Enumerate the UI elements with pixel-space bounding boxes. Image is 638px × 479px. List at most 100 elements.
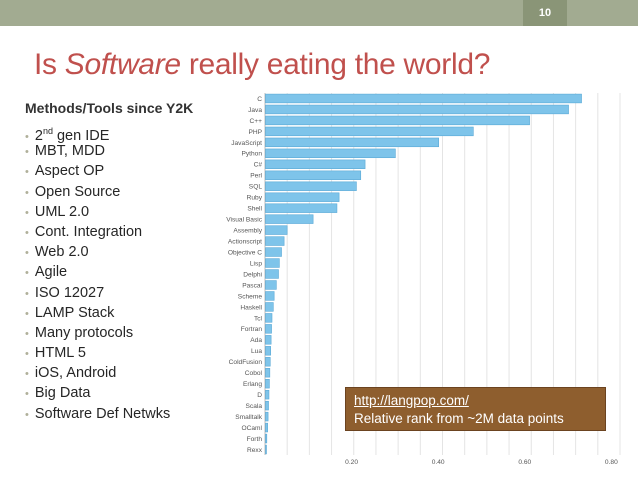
category-label: Shell [247, 206, 262, 213]
x-tick-label: 0.20 [345, 459, 358, 466]
category-label: Visual Basic [226, 217, 262, 224]
bullet-item: • Agile [25, 262, 170, 282]
category-label: Python [241, 151, 262, 158]
bar-ruby [265, 192, 340, 202]
x-tick-label: 0.40 [432, 459, 445, 466]
category-label: Delphi [243, 271, 262, 278]
bullet-dot-icon: • [25, 146, 29, 159]
bullet-text: Software Def Netwks [34, 405, 171, 422]
bar-erlang [265, 379, 270, 389]
bar-shell [265, 203, 338, 213]
bullet-item: • 2nd gen IDE [25, 121, 170, 144]
bullet-text: Aspect OP [34, 163, 105, 180]
bar-javascript [265, 137, 439, 148]
slide-number: 10 [523, 0, 567, 26]
bar-coldfusion [265, 357, 271, 367]
category-label: Haskell [240, 304, 262, 311]
bar-rexx [265, 444, 267, 455]
title-prefix: Is [34, 48, 65, 81]
bullet-item: • Cont. Integration [25, 222, 170, 242]
bar-cobol [265, 368, 271, 378]
bullet-text: HTML 5 [34, 345, 86, 362]
bullet-text: Open Source [34, 183, 121, 200]
bar-lua [265, 346, 271, 356]
bullet-item: • Open Source [25, 182, 170, 202]
bullet-item: • LAMP Stack [25, 303, 170, 323]
bullet-item: • Web 2.0 [25, 242, 170, 262]
bar-assembly [265, 225, 288, 235]
category-label: Assembly [233, 228, 262, 235]
bullet-dot-icon: • [25, 327, 29, 340]
title-suffix: really eating the world? [180, 48, 491, 81]
bar-d [265, 389, 270, 400]
title-emphasis: Software [64, 48, 181, 81]
bullet-text: Agile [34, 264, 68, 281]
category-label: Scala [246, 403, 263, 410]
category-label: ColdFusion [229, 359, 263, 366]
bullet-dot-icon: • [25, 166, 29, 179]
category-label: OCaml [241, 425, 262, 432]
bar-ocaml [265, 422, 268, 433]
bullet-dot-icon: • [25, 348, 29, 361]
bullet-item: • iOS, Android [25, 363, 170, 383]
category-label: SQL [249, 184, 263, 191]
bullet-dot-icon: • [25, 130, 29, 143]
bullet-dot-icon: • [25, 388, 29, 401]
category-label: Forth [247, 436, 263, 443]
slide-title: Is Software really eating the world? [34, 48, 490, 82]
category-label: C++ [250, 118, 263, 125]
bullet-item: • UML 2.0 [25, 202, 170, 222]
bar-java [265, 104, 569, 115]
bullet-dot-icon: • [25, 267, 29, 280]
category-label: PHP [248, 129, 262, 136]
x-tick-label: 0.60 [518, 459, 531, 466]
bullet-item: • HTML 5 [25, 343, 170, 363]
bar-visual-basic [265, 214, 314, 224]
bar-perl [265, 170, 362, 180]
x-tick-label: 0.80 [605, 459, 618, 466]
bullet-text: 2nd gen IDE [34, 126, 110, 144]
bullet-text: iOS, Android [34, 365, 117, 382]
bar-scheme [265, 291, 275, 301]
bar-tcl [265, 313, 273, 323]
bullet-text: UML 2.0 [34, 203, 90, 220]
category-label: Lua [251, 348, 262, 355]
category-label: D [257, 392, 262, 399]
bar-scala [265, 400, 269, 411]
bullet-item: • Many protocols [25, 323, 170, 343]
category-label: Ruby [247, 195, 263, 202]
bullet-text: Cont. Integration [34, 223, 143, 240]
bullet-dot-icon: • [25, 408, 29, 421]
category-label: Lisp [250, 260, 262, 267]
bullet-dot-icon: • [25, 186, 29, 199]
category-label: C# [254, 162, 263, 169]
bar-sql [265, 181, 357, 191]
bullet-dot-icon: • [25, 307, 29, 320]
bullet-text: MBT, MDD [34, 143, 105, 160]
category-label: JavaScript [231, 140, 262, 147]
bar-forth [265, 433, 268, 444]
category-label: C [257, 96, 262, 103]
bar-objective-c [265, 247, 282, 257]
category-label: Rexx [247, 447, 263, 454]
source-link[interactable]: http://langpop.com/ [354, 393, 469, 408]
top-bar: 10 [0, 0, 638, 26]
bar-pascal [265, 280, 277, 290]
category-label: Erlang [243, 381, 262, 388]
bullet-dot-icon: • [25, 226, 29, 239]
category-label: Actionscript [228, 238, 262, 245]
bullet-item: • Software Def Netwks [25, 404, 170, 424]
category-label: Java [248, 107, 262, 114]
bullet-dot-icon: • [25, 287, 29, 300]
bar-c- [265, 115, 530, 126]
bar-ada [265, 335, 272, 345]
category-label: Objective C [228, 249, 262, 256]
bullet-text: Web 2.0 [34, 244, 89, 261]
category-label: Tcl [254, 315, 263, 322]
bullet-dot-icon: • [25, 206, 29, 219]
bar-smalltalk [265, 411, 269, 422]
category-label: Pascal [242, 282, 262, 289]
bar-python [265, 148, 396, 159]
source-note: http://langpop.com/ Relative rank from ~… [345, 387, 606, 431]
